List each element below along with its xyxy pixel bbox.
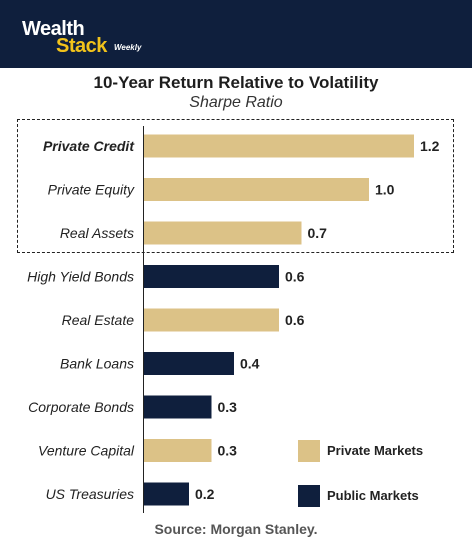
value-label: 0.7 — [308, 225, 328, 241]
category-label: Real Estate — [62, 312, 135, 328]
bar-venture-capital — [144, 439, 212, 462]
category-label: US Treasuries — [46, 486, 134, 502]
legend-label-private: Private Markets — [327, 443, 424, 458]
value-label: 0.6 — [285, 269, 305, 285]
value-label: 0.3 — [218, 399, 238, 415]
category-label: Bank Loans — [60, 356, 134, 372]
source-note: Source: Morgan Stanley. — [154, 521, 318, 537]
value-label: 1.0 — [375, 182, 395, 198]
chart-title: 10-Year Return Relative to Volatility — [93, 73, 379, 92]
category-axis-line — [143, 126, 144, 513]
bar-private-credit — [144, 134, 414, 158]
chart-subtitle: Sharpe Ratio — [189, 94, 283, 111]
logo-wealth-text: Wealth — [22, 18, 85, 40]
legend-label-public: Public Markets — [327, 488, 419, 503]
value-label: 0.6 — [285, 312, 305, 328]
logo-weekly-text: Weekly — [114, 43, 142, 52]
value-label: 0.4 — [240, 356, 260, 372]
category-label: Private Equity — [48, 182, 135, 198]
private-markets-highlight-box — [17, 119, 454, 253]
category-label: Corporate Bonds — [28, 399, 134, 415]
value-label: 0.3 — [218, 443, 238, 459]
brand-header: Wealth Stack Weekly — [0, 0, 472, 68]
category-label: High Yield Bonds — [27, 269, 134, 285]
bar-corporate-bonds — [144, 395, 212, 419]
category-label: Venture Capital — [38, 443, 135, 459]
bar-us-treasuries — [144, 482, 189, 506]
bar-high-yield-bonds — [144, 265, 279, 288]
legend-swatch-private — [298, 440, 320, 462]
logo-stack-text: Stack — [56, 35, 107, 57]
bar-real-estate — [144, 308, 279, 332]
bar-private-equity — [144, 178, 369, 201]
bar-real-assets — [144, 221, 302, 245]
value-label: 1.2 — [420, 138, 440, 154]
bar-bank-loans — [144, 352, 234, 375]
category-label: Real Assets — [60, 225, 134, 241]
legend-swatch-public — [298, 485, 320, 507]
value-label: 0.2 — [195, 486, 215, 502]
category-label: Private Credit — [43, 138, 135, 154]
